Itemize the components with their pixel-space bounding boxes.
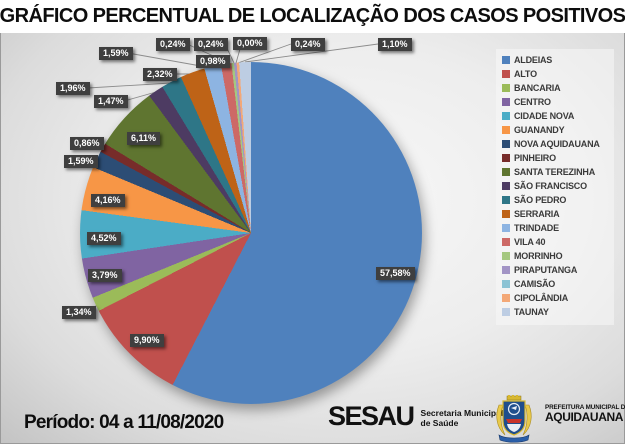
legend-item-7: PINHEIRO [502,151,614,165]
legend-item-16: CAMISÃO [502,277,614,291]
legend-swatch-icon [502,266,510,274]
legend-item-0: ALDEIAS [502,53,614,67]
pct-label-3: 3,79% [88,269,122,282]
legend-item-8: SANTA TEREZINHA [502,165,614,179]
legend-label: SÃO PEDRO [514,195,567,205]
legend-item-9: SÃO FRANCISCO [502,179,614,193]
callout-line-16 [235,48,241,64]
chart-legend: ALDEIAS ALTO BANCARIA CENTRO CIDADE NOVA GUAN… [496,49,614,325]
legend-item-13: VILA 40 [502,235,614,249]
legend-item-18: TAUNAY [502,305,614,319]
legend-swatch-icon [502,210,510,218]
pct-label-4: 4,52% [87,232,121,245]
legend-item-4: CIDADE NOVA [502,109,614,123]
legend-label: PINHEIRO [514,153,556,163]
legend-label: VILA 40 [514,237,546,247]
pct-label-11: 2,32% [143,68,177,81]
legend-label: MORRINHO [514,251,563,261]
title-bar: GRÁFICO PERCENTUAL DE LOCALIZAÇÃO DOS CA… [0,0,625,33]
legend-swatch-icon [502,154,510,162]
legend-label: CAMISÃO [514,279,556,289]
pct-label-18: 1,10% [378,38,412,51]
pct-label-13: 0,98% [196,55,230,68]
legend-label: CIPOLÂNDIA [514,293,568,303]
sesau-wordmark: SESAU [328,401,415,431]
pct-label-14: 0,24% [156,38,190,51]
legend-item-17: CIPOLÂNDIA [502,291,614,305]
legend-item-2: BANCARIA [502,81,614,95]
legend-item-14: MORRINHO [502,249,614,263]
legend-label: CIDADE NOVA [514,111,575,121]
pct-label-0: 57,58% [376,267,415,280]
legend-label: TAUNAY [514,307,549,317]
pct-label-5: 4,16% [91,194,125,207]
pct-label-9: 1,47% [94,95,128,108]
legend-label: BANCARIA [514,83,561,93]
legend-swatch-icon [502,294,510,302]
legend-swatch-icon [502,140,510,148]
legend-swatch-icon [502,126,510,134]
legend-swatch-icon [502,70,510,78]
prefeitura-wordmark: PREFEITURA MUNICIPAL DE AQUIDAUANA [545,404,625,424]
pie-chart [80,62,422,404]
legend-label: GUANANDY [514,125,565,135]
legend-swatch-icon [502,112,510,120]
legend-item-11: SERRARIA [502,207,614,221]
legend-item-6: NOVA AQUIDAUANA [502,137,614,151]
sesau-subtitle: Secretaria Municipal de Saúde [420,408,504,428]
pct-label-17: 0,24% [291,38,325,51]
legend-swatch-icon [502,182,510,190]
legend-swatch-icon [502,56,510,64]
legend-label: ALTO [514,69,537,79]
legend-swatch-icon [502,252,510,260]
legend-item-10: SÃO PEDRO [502,193,614,207]
legend-swatch-icon [502,224,510,232]
pct-label-10: 1,96% [56,82,90,95]
legend-swatch-icon [502,308,510,316]
legend-swatch-icon [502,98,510,106]
legend-item-15: PIRAPUTANGA [502,263,614,277]
legend-label: ALDEIAS [514,55,553,65]
legend-label: NOVA AQUIDAUANA [514,139,600,149]
sesau-logo-block: SESAU Secretaria Municipal de Saúde [328,403,503,430]
pct-label-8: 6,11% [127,132,161,145]
legend-swatch-icon [502,238,510,246]
page-title: GRÁFICO PERCENTUAL DE LOCALIZAÇÃO DOS CA… [0,5,625,27]
legend-item-3: CENTRO [502,95,614,109]
pct-label-15: 0,24% [194,38,228,51]
legend-item-1: ALTO [502,67,614,81]
legend-item-5: GUANANDY [502,123,614,137]
legend-swatch-icon [502,168,510,176]
period-label: Período: 04 a 11/08/2020 [24,412,224,433]
pct-label-1: 9,90% [130,334,164,347]
legend-label: TRINDADE [514,223,559,233]
pct-label-2: 1,34% [62,306,96,319]
legend-item-12: TRINDADE [502,221,614,235]
legend-swatch-icon [502,196,510,204]
pct-label-16: 0,00% [233,37,267,50]
callout-line-10 [87,82,172,89]
pct-label-12: 1,59% [99,47,133,60]
aquidauana-coat-of-arms-icon [496,395,532,443]
pct-label-6: 1,59% [64,155,98,168]
legend-swatch-icon [502,280,510,288]
legend-label: SERRARIA [514,209,560,219]
pct-label-7: 0,86% [70,137,104,150]
legend-label: SÃO FRANCISCO [514,181,587,191]
legend-label: SANTA TEREZINHA [514,167,595,177]
legend-label: CENTRO [514,97,551,107]
legend-label: PIRAPUTANGA [514,265,578,275]
legend-swatch-icon [502,84,510,92]
